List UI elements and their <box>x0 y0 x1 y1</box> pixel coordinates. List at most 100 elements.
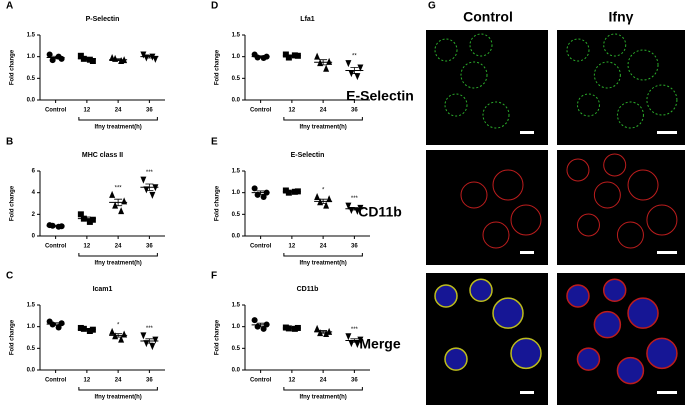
point <box>152 55 159 63</box>
y-tick-label: 0.0 <box>232 368 241 374</box>
error-bar <box>319 59 328 66</box>
x-tick-label: 36 <box>351 244 358 250</box>
cell <box>576 93 600 117</box>
x-tick-label: 24 <box>320 108 327 114</box>
point <box>314 324 321 332</box>
micrograph <box>557 30 685 145</box>
y-tick-label: 4 <box>32 190 36 196</box>
error-bar <box>145 183 154 191</box>
error-bar <box>51 55 60 60</box>
cell <box>646 204 678 236</box>
y-tick-label: 0.0 <box>232 98 241 104</box>
error-bar <box>114 198 123 207</box>
error-bar <box>319 330 328 334</box>
cell <box>566 284 590 308</box>
bracket <box>78 253 158 257</box>
x-tick-label: 12 <box>84 108 91 114</box>
point <box>345 60 352 68</box>
y-tick-label: 0.0 <box>27 368 36 374</box>
y-tick-label: 1.0 <box>232 54 241 60</box>
chart-title: MHC class II <box>82 152 123 159</box>
bracket <box>78 117 158 121</box>
point <box>86 218 93 225</box>
panel-letter: C <box>6 271 13 282</box>
point <box>251 185 258 192</box>
x-tick-label: Control <box>250 108 272 114</box>
point <box>282 51 289 58</box>
error-bar <box>350 207 359 211</box>
error-bar <box>82 216 91 221</box>
significance: *** <box>351 327 359 333</box>
point <box>251 317 258 324</box>
point <box>348 340 355 348</box>
significance: *** <box>146 170 154 176</box>
micrograph <box>426 150 548 265</box>
error-bar <box>256 190 265 195</box>
point <box>86 328 93 334</box>
x-axis-label: Ifny treatment(h) <box>94 395 141 401</box>
panel-letter: F <box>211 271 217 282</box>
column-header: Ifnγ <box>609 9 634 25</box>
cell <box>469 278 493 302</box>
point <box>260 194 267 200</box>
x-axis-label: Ifny treatment(h) <box>94 125 141 131</box>
cell <box>616 101 644 129</box>
micrograph <box>426 30 548 145</box>
y-tick-label: 1.0 <box>232 190 241 196</box>
error-bar <box>51 322 60 326</box>
point <box>112 201 119 209</box>
cell <box>603 33 627 57</box>
y-tick-label: 0.5 <box>27 76 36 82</box>
point <box>58 320 65 327</box>
y-axis-label: Fold change <box>10 185 16 221</box>
cell <box>616 221 644 249</box>
error-bar <box>114 58 123 61</box>
cell <box>616 356 645 385</box>
chart-title: Icam1 <box>93 286 113 293</box>
point <box>326 57 333 65</box>
error-bar <box>319 198 328 204</box>
point <box>323 201 330 209</box>
error-bar <box>114 333 123 338</box>
cell <box>460 181 488 209</box>
x-tick-label: 36 <box>351 378 358 384</box>
point <box>77 211 84 218</box>
error-bar <box>287 327 296 329</box>
point <box>314 52 321 60</box>
y-tick-label: 1.5 <box>232 169 241 175</box>
chart-title: E-Selectin <box>291 152 325 159</box>
cell <box>510 204 542 236</box>
point <box>326 195 333 203</box>
point <box>143 186 150 194</box>
x-tick-label: 24 <box>115 108 122 114</box>
x-axis-label: Ifny treatment(h) <box>299 125 346 131</box>
x-tick-label: 24 <box>320 378 327 384</box>
y-tick-label: 1.5 <box>232 33 241 39</box>
cell <box>469 33 493 57</box>
cell <box>593 181 621 209</box>
point <box>49 57 56 64</box>
x-axis-label: Ifny treatment(h) <box>94 261 141 267</box>
x-tick-label: 12 <box>289 378 296 384</box>
cell <box>492 297 524 329</box>
significance: * <box>322 188 325 194</box>
point <box>143 340 150 348</box>
point <box>323 64 330 72</box>
row-label: Merge <box>359 336 400 352</box>
significance: *** <box>115 185 123 191</box>
y-tick-label: 0.5 <box>232 76 241 82</box>
y-tick-label: 0.5 <box>232 212 241 218</box>
cell <box>646 84 678 116</box>
x-tick-label: 12 <box>84 244 91 250</box>
point <box>149 191 156 199</box>
point <box>285 189 292 196</box>
y-tick-label: 6 <box>32 169 36 175</box>
significance: *** <box>351 196 359 202</box>
point <box>86 56 93 63</box>
cell <box>482 221 510 249</box>
x-tick-label: 24 <box>115 244 122 250</box>
y-tick-label: 1.5 <box>27 303 36 309</box>
x-tick-label: Control <box>250 244 272 250</box>
bracket <box>283 387 363 391</box>
panel-letter: E <box>211 137 218 148</box>
